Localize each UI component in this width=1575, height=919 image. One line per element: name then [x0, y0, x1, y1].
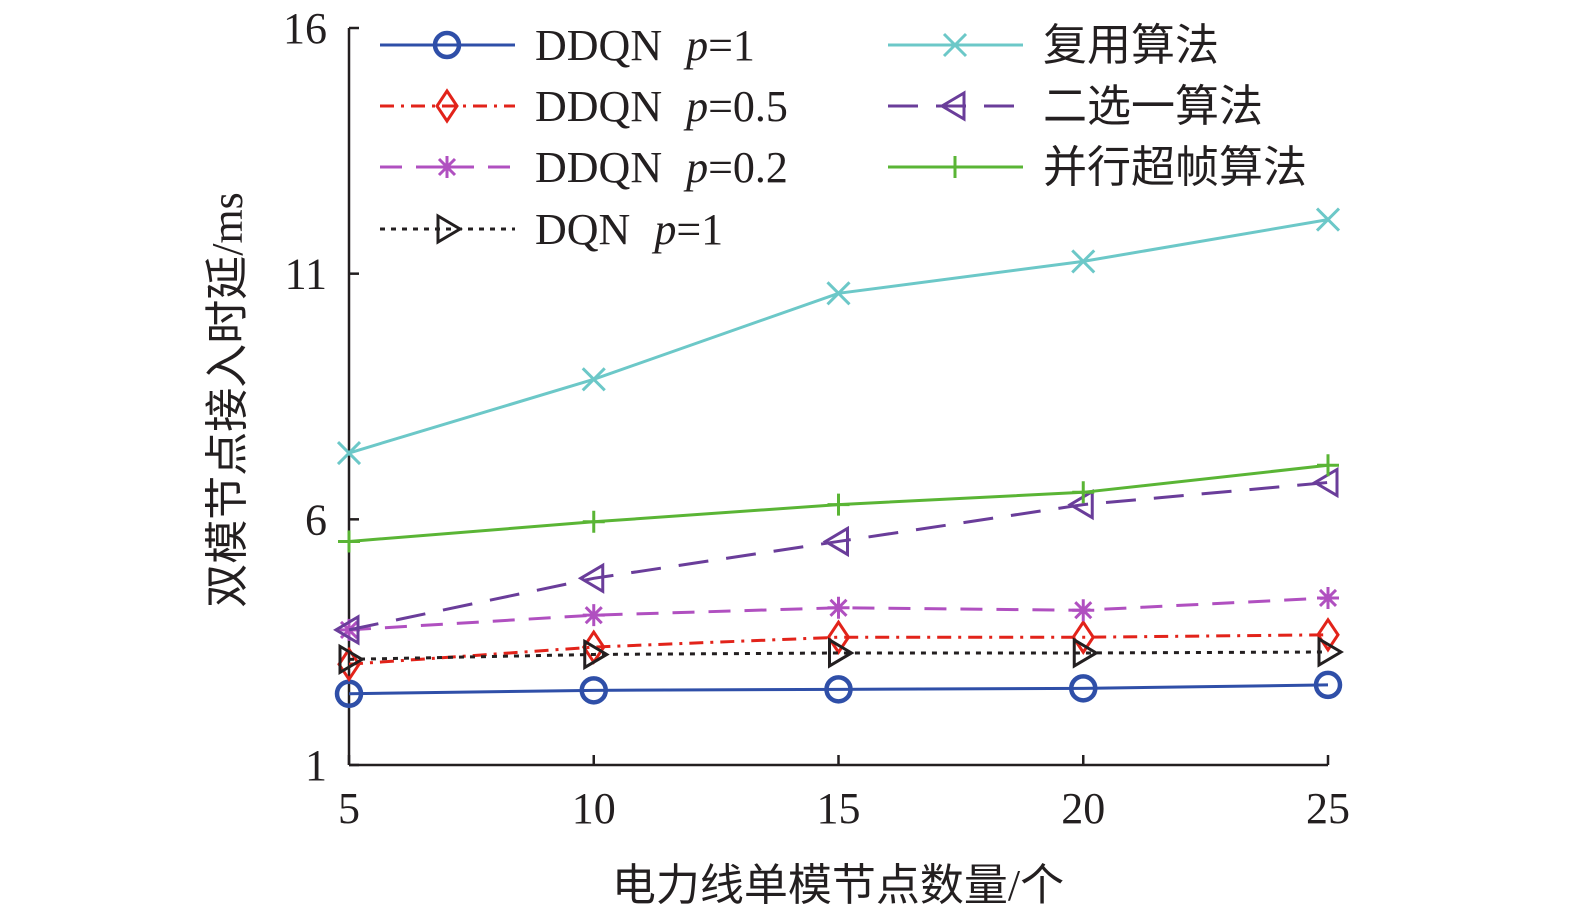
- data-point: [827, 596, 850, 619]
- x-tick-label: 15: [817, 784, 861, 833]
- data-point: [826, 281, 851, 306]
- y-tick-label: 6: [305, 495, 327, 544]
- series-line: [348, 218, 1329, 455]
- data-point: [1071, 249, 1096, 274]
- data-point: [582, 510, 605, 533]
- series-1: [337, 617, 1340, 682]
- series-layer: [333, 207, 1344, 709]
- data-point: [1312, 466, 1339, 499]
- data-point: [338, 530, 360, 553]
- legend-label: DDQN p=0.2: [535, 143, 788, 192]
- series-2: [338, 586, 1339, 641]
- legend-label: DDQN p=1: [535, 21, 755, 70]
- legend-marker: [436, 156, 458, 178]
- y-tick-label: 16: [283, 4, 327, 53]
- data-point: [828, 637, 855, 669]
- legend-item: DDQN p=0.2: [380, 143, 788, 192]
- legend-item: 并行超帧算法: [888, 143, 1307, 192]
- data-point: [826, 619, 851, 655]
- data-point: [824, 675, 853, 704]
- series-0: [334, 670, 1343, 709]
- data-point: [577, 562, 605, 594]
- data-point: [1317, 586, 1339, 609]
- y-tick-label: 11: [285, 250, 327, 299]
- legend: DDQN p=1 DDQN p=0.5 DDQN p=0.2 DQN p=1 复用算法二选一算法…: [380, 21, 1307, 254]
- data-point: [581, 367, 606, 392]
- legend-marker: [435, 88, 459, 124]
- data-point: [582, 604, 605, 627]
- x-tick-label: 5: [338, 784, 360, 833]
- data-point: [1313, 670, 1343, 700]
- legend-item: DQN p=1: [380, 205, 723, 254]
- data-point: [822, 525, 849, 558]
- data-point: [338, 643, 365, 675]
- series-line: [348, 650, 1329, 661]
- legend-item: 二选一算法: [888, 82, 1263, 131]
- data-point: [1316, 617, 1340, 653]
- y-tick-label: 1: [305, 741, 327, 790]
- data-point: [1317, 454, 1339, 477]
- data-point: [337, 646, 361, 682]
- legend-marker: [944, 156, 966, 178]
- legend-marker: [942, 32, 968, 58]
- data-point: [336, 440, 362, 466]
- data-point: [583, 638, 610, 671]
- data-point: [827, 493, 850, 516]
- data-point: [1315, 207, 1341, 232]
- series-line: [348, 480, 1329, 632]
- data-point: [1071, 619, 1096, 655]
- x-tick-label: 20: [1061, 784, 1105, 833]
- series-4: [336, 207, 1341, 466]
- legend-label: 二选一算法: [1043, 82, 1263, 131]
- series-3: [338, 636, 1344, 675]
- legend-marker: [436, 213, 463, 245]
- series-6: [338, 454, 1339, 553]
- data-point: [1069, 674, 1098, 703]
- legend-label: DQN p=1: [535, 205, 723, 254]
- legend-item: 复用算法: [888, 21, 1219, 70]
- series-line: [348, 596, 1329, 632]
- x-tick-label: 10: [572, 784, 616, 833]
- y-axis-label: 双模节点接入时延/ms: [203, 192, 252, 608]
- legend-marker: [939, 90, 966, 122]
- legend-label: 并行超帧算法: [1043, 143, 1307, 192]
- legend-item: DDQN p=0.5: [380, 82, 788, 131]
- series-line: [348, 683, 1329, 696]
- series-5: [333, 466, 1339, 646]
- legend-label: DDQN p=0.5: [535, 82, 788, 131]
- series-line: [348, 633, 1329, 666]
- data-point: [1072, 599, 1095, 622]
- data-point: [579, 676, 608, 705]
- legend-item: DDQN p=1: [380, 21, 755, 70]
- data-point: [1317, 636, 1344, 668]
- data-point: [1072, 481, 1095, 504]
- x-tick-label: 25: [1306, 784, 1350, 833]
- data-point: [1072, 637, 1100, 669]
- data-point: [1067, 488, 1094, 521]
- data-point: [333, 614, 360, 646]
- legend-label: 复用算法: [1043, 21, 1219, 70]
- x-axis-label: 电力线单模节点数量/个: [612, 861, 1064, 910]
- legend-marker: [432, 30, 462, 60]
